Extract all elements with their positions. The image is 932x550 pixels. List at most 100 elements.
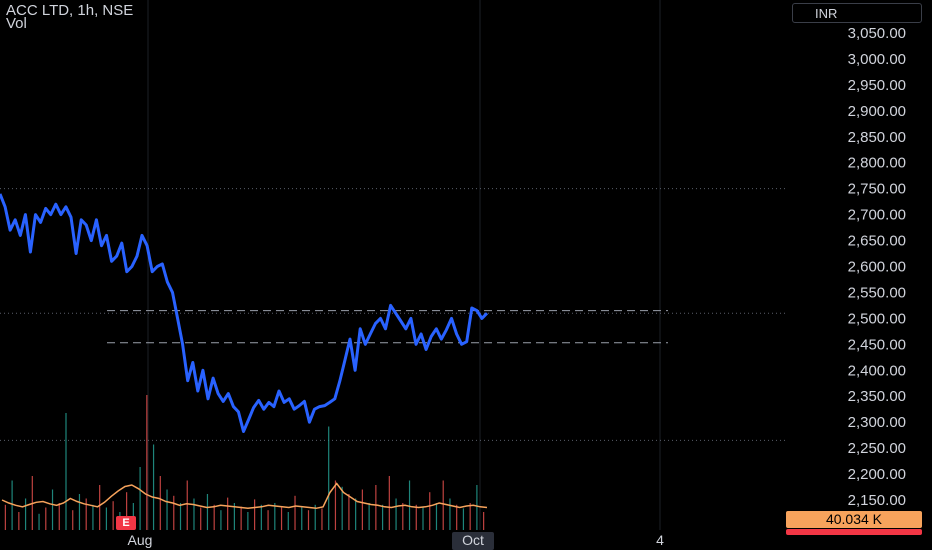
symbol-title: ACC LTD, 1h, NSE	[6, 2, 134, 19]
volume-bar	[112, 501, 114, 530]
volume-ma-line	[1, 482, 488, 510]
y-tick-label: 2,400.00	[848, 362, 906, 379]
y-tick-label: 2,300.00	[848, 414, 906, 431]
volume-bar	[11, 480, 13, 530]
x-tick-label: Aug	[128, 532, 153, 548]
volume-bar	[58, 503, 60, 530]
volume-bar	[267, 510, 269, 530]
volume-bar	[355, 498, 357, 530]
volume-bar	[254, 499, 256, 530]
volume-bar	[240, 506, 242, 530]
volume-bar	[402, 503, 404, 530]
volume-bar	[435, 503, 438, 530]
earnings-marker[interactable]: E	[116, 516, 136, 530]
volume-bar	[247, 512, 249, 530]
volume-bar	[456, 504, 458, 530]
volume-bar	[227, 497, 229, 530]
volume-bar	[442, 480, 444, 530]
volume-bar	[139, 467, 141, 530]
price-line	[0, 193, 489, 433]
volume-bar	[166, 489, 168, 530]
volume-bar	[45, 507, 47, 530]
price-badge	[786, 529, 922, 535]
volume-bar	[462, 508, 465, 530]
volume-bar	[105, 507, 108, 530]
volume-value-badge: 40.034 K	[786, 511, 922, 528]
volume-bar	[294, 495, 296, 530]
currency-selector[interactable]: INR	[792, 3, 922, 23]
volume-bar	[449, 498, 451, 530]
volume-bar	[280, 507, 283, 530]
volume-bar	[4, 504, 6, 530]
volume-bar	[152, 444, 155, 530]
volume-bar	[321, 508, 323, 530]
volume-bar	[368, 503, 370, 530]
volume-bar	[274, 503, 276, 530]
y-tick-label: 2,800.00	[848, 155, 906, 172]
volume-bar	[361, 489, 363, 530]
volume-bar	[159, 476, 161, 530]
volume-bar	[85, 498, 87, 530]
volume-bar	[301, 506, 303, 530]
x-tick-label-current: Oct	[462, 532, 484, 548]
volume-bar	[341, 486, 343, 530]
y-tick-label: 2,250.00	[848, 440, 906, 457]
volume-bar	[220, 510, 222, 530]
volume-bar	[260, 504, 262, 530]
volume-bar	[186, 480, 188, 530]
volume-bar	[233, 503, 235, 530]
y-tick-label: 2,350.00	[848, 388, 906, 405]
y-tick-label: 2,750.00	[848, 181, 906, 198]
y-tick-label: 2,900.00	[848, 103, 906, 120]
volume-bar	[193, 498, 195, 530]
volume-bar	[146, 395, 148, 530]
volume-bar	[415, 504, 417, 530]
volume-bar	[375, 485, 377, 530]
volume-bar	[179, 503, 182, 530]
volume-bar	[334, 480, 337, 530]
volume-bar	[173, 495, 175, 530]
y-tick-label: 2,450.00	[848, 336, 906, 353]
volume-bar	[328, 426, 330, 530]
volume-bar	[38, 513, 40, 530]
volume-bar	[99, 485, 101, 530]
y-tick-label: 2,150.00	[848, 492, 906, 509]
volume-bar	[126, 492, 128, 530]
volume-bar	[24, 498, 27, 530]
volume-bar	[388, 476, 390, 530]
volume-bar	[476, 485, 478, 530]
volume-bar	[314, 504, 316, 530]
volume-bar	[307, 510, 310, 530]
x-axis-highlight	[452, 532, 494, 550]
volume-bar	[287, 512, 289, 530]
y-tick-label: 2,850.00	[848, 129, 906, 146]
y-tick-label: 2,500.00	[848, 310, 906, 327]
volume-bar	[469, 503, 471, 530]
volume-bar	[395, 498, 397, 530]
volume-bar	[18, 512, 20, 530]
volume-bar	[381, 504, 384, 530]
y-tick-label: 2,200.00	[848, 466, 906, 483]
y-tick-label: 3,000.00	[848, 51, 906, 68]
volume-label: Vol	[6, 15, 27, 32]
y-tick-label: 3,050.00	[848, 25, 906, 42]
y-tick-label: 2,600.00	[848, 259, 906, 276]
volume-bar	[206, 494, 209, 530]
volume-bar	[483, 512, 485, 530]
volume-bar	[51, 489, 54, 530]
volume-bar	[200, 507, 202, 530]
x-tick-label: 4	[656, 532, 664, 548]
volume-bar	[422, 507, 424, 530]
y-tick-label: 2,950.00	[848, 77, 906, 94]
volume-bar	[348, 494, 350, 530]
y-tick-label: 2,550.00	[848, 284, 906, 301]
volume-bar	[78, 494, 81, 530]
volume-bar	[213, 504, 215, 530]
volume-bar	[65, 413, 67, 530]
volume-bar	[408, 480, 411, 530]
volume-bar	[92, 504, 94, 530]
volume-bar	[72, 510, 74, 530]
y-tick-label: 2,650.00	[848, 233, 906, 250]
volume-bar	[429, 492, 431, 530]
